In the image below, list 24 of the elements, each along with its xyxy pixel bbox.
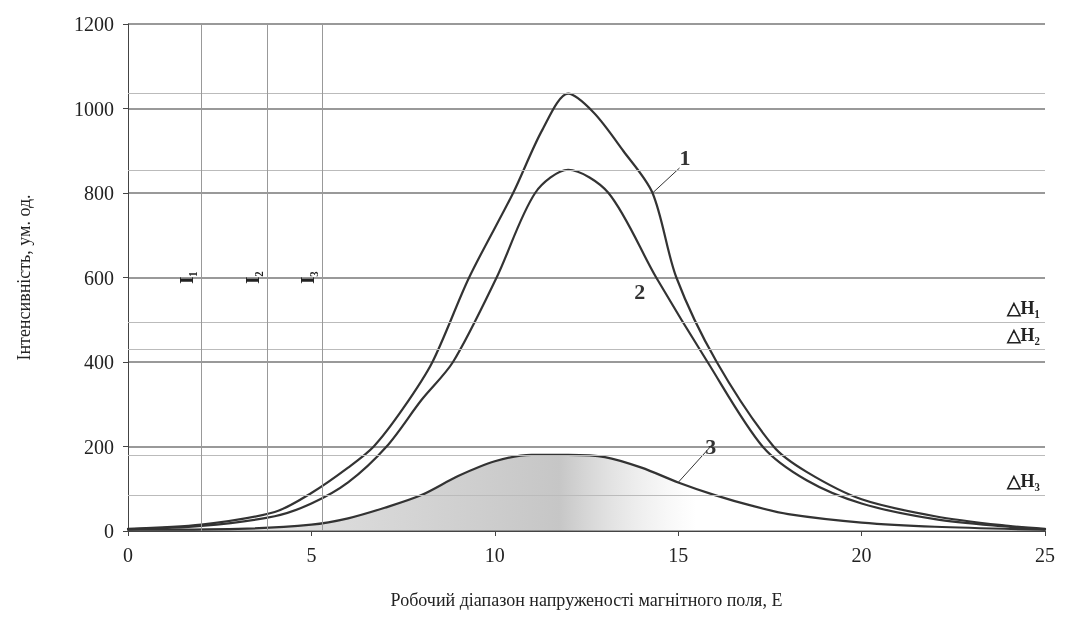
y-tick-label: 600: [84, 266, 114, 289]
x-axis-title: Робочий діапазон напруженості магнітного поля, Е: [390, 590, 783, 610]
y-tick-label: 200: [84, 435, 114, 458]
y-tick-label: 1200: [74, 13, 114, 35]
ref-line-label: △H₂: [1005, 324, 1040, 345]
ref-line-label: △H₃: [1005, 471, 1041, 492]
ref-line-label: I₁: [177, 271, 198, 284]
series-label: 2: [634, 279, 646, 304]
x-tick-label: 25: [1035, 544, 1055, 566]
x-tick-label: 20: [851, 544, 872, 566]
y-tick-label: 0: [104, 520, 114, 542]
ref-line-label: I₂: [243, 271, 264, 284]
y-tick-label: 400: [84, 351, 114, 373]
y-axis-title: Інтенсивність, ум. од.: [14, 194, 34, 361]
x-tick-label: 15: [668, 544, 689, 566]
y-tick-label: 800: [84, 182, 114, 204]
series-label: 3: [705, 433, 717, 459]
y-tick-label: 1000: [74, 97, 114, 120]
x-tick-label: 5: [306, 544, 317, 566]
x-tick-label: 10: [484, 544, 505, 566]
series-label: 1: [679, 144, 691, 170]
ref-line-label: △H₁: [1005, 297, 1040, 318]
x-tick-label: 0: [123, 544, 133, 566]
ref-line-label: I₃: [298, 270, 319, 284]
